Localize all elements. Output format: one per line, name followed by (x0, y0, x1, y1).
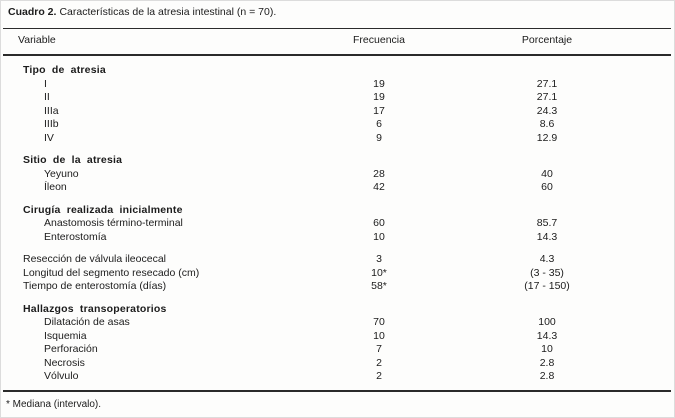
row-porcentaje: 27.1 (536, 91, 558, 103)
row-porcentaje: 4.3 (539, 253, 555, 265)
row-label: Vólvulo (44, 370, 79, 382)
section-header: Tipo de atresia (23, 64, 106, 76)
row-frecuencia: 2 (376, 370, 382, 382)
row-label: Enterostomía (44, 230, 107, 243)
table-group: Resección de válvula ileocecal 3 4.3 Longit… (1, 253, 674, 294)
rule-header (3, 54, 671, 56)
table-row: Anastomosis término-terminal 60 85.7 (1, 217, 674, 231)
row-label: Longitud del segmento resecado (cm) (23, 266, 200, 279)
table-row: Isquemia 10 14.3 (1, 330, 674, 344)
row-label: Resección de válvula ileocecal (23, 253, 166, 265)
row-frecuencia: 7 (376, 343, 382, 355)
row-frecuencia: 10* (371, 266, 387, 279)
row-porcentaje: 14.3 (536, 329, 558, 342)
rule-bottom (3, 390, 671, 392)
row-porcentaje: (17 - 150) (524, 280, 570, 292)
row-label: I (44, 77, 47, 90)
row-porcentaje: 24.3 (536, 104, 558, 117)
row-frecuencia: 58* (371, 280, 387, 292)
table-group: Cirugía realizada inicialmente Anastomosi… (1, 204, 674, 245)
column-header-frecuencia: Frecuencia (353, 34, 405, 46)
row-frecuencia: 10 (373, 329, 385, 342)
row-frecuencia: 28 (373, 167, 385, 180)
row-frecuencia: 2 (376, 356, 382, 369)
row-label: Anastomosis término-terminal (44, 217, 183, 229)
row-porcentaje: (3 - 35) (530, 266, 564, 279)
row-porcentaje: 8.6 (539, 118, 555, 130)
row-frecuencia: 17 (373, 104, 385, 117)
row-porcentaje: 10 (541, 343, 553, 355)
table-row: Resección de válvula ileocecal 3 4.3 (1, 253, 674, 267)
table-row: II 19 27.1 (1, 91, 674, 105)
row-label: Íleon (44, 181, 67, 193)
row-porcentaje: 14.3 (536, 230, 558, 243)
row-label: Perforación (44, 343, 98, 355)
table-footnote: * Mediana (intervalo). (6, 399, 102, 410)
column-header-porcentaje: Porcentaje (521, 34, 573, 46)
row-label: Tiempo de enterostomía (días) (23, 280, 167, 292)
table-group: Hallazgos transoperatorios Dilatación de … (1, 303, 674, 384)
row-porcentaje: 40 (541, 167, 553, 180)
row-porcentaje: 27.1 (536, 77, 558, 90)
row-porcentaje: 85.7 (536, 217, 558, 229)
table-caption-number: Cuadro 2. (8, 6, 57, 18)
table-row: Enterostomía 10 14.3 (1, 231, 674, 245)
table-row: Perforación 7 10 (1, 343, 674, 357)
rule-top (3, 28, 671, 29)
row-porcentaje: 60 (541, 181, 553, 193)
section-header: Sitio de la atresia (23, 154, 123, 166)
row-frecuencia: 9 (376, 131, 382, 144)
row-label: II (44, 91, 50, 103)
row-label: IIIa (44, 104, 59, 117)
table-body: Tipo de atresia I 19 27.1 II 19 27.1 IIIa 17 24.3… (1, 58, 674, 384)
table-row: IIIb 6 8.6 (1, 118, 674, 132)
table-caption: Cuadro 2. Características de la atresia i… (8, 6, 276, 19)
row-label: IIIb (44, 118, 59, 130)
row-porcentaje: 2.8 (539, 370, 555, 382)
table-row: IIIa 17 24.3 (1, 105, 674, 119)
table-caption-text: Características de la atresia intestinal… (59, 6, 277, 18)
table-row: Longitud del segmento resecado (cm) 10* (3… (1, 267, 674, 281)
row-porcentaje: 2.8 (539, 356, 555, 369)
table-row: Tiempo de enterostomía (días) 58* (17 - 15… (1, 280, 674, 294)
table-row: Vólvulo 2 2.8 (1, 370, 674, 384)
table-group: Sitio de la atresia Yeyuno 28 40 Íleon 42 60 (1, 154, 674, 195)
row-frecuencia: 10 (373, 230, 385, 243)
table-row: Yeyuno 28 40 (1, 168, 674, 182)
section-header: Hallazgos transoperatorios (23, 302, 167, 315)
row-porcentaje: 12.9 (536, 131, 558, 144)
row-frecuencia: 19 (373, 77, 385, 90)
column-header-variable: Variable (18, 34, 56, 46)
table-row: I 19 27.1 (1, 78, 674, 92)
row-frecuencia: 6 (376, 118, 382, 130)
section-header: Cirugía realizada inicialmente (23, 203, 183, 216)
row-label: Dilatación de asas (44, 316, 130, 328)
row-label: Isquemia (44, 329, 87, 342)
row-porcentaje: 100 (538, 316, 556, 328)
row-label: Yeyuno (44, 167, 79, 180)
table-row: IV 9 12.9 (1, 132, 674, 146)
row-frecuencia: 3 (376, 253, 382, 265)
row-label: IV (44, 131, 54, 144)
table-row: Dilatación de asas 70 100 (1, 316, 674, 330)
row-frecuencia: 70 (373, 316, 385, 328)
row-frecuencia: 60 (373, 217, 385, 229)
row-frecuencia: 42 (373, 181, 385, 193)
row-label: Necrosis (44, 356, 85, 369)
row-frecuencia: 19 (373, 91, 385, 103)
table-row: Íleon 42 60 (1, 181, 674, 195)
table-row: Necrosis 2 2.8 (1, 357, 674, 371)
table-group: Tipo de atresia I 19 27.1 II 19 27.1 IIIa 17 24.3… (1, 64, 674, 145)
